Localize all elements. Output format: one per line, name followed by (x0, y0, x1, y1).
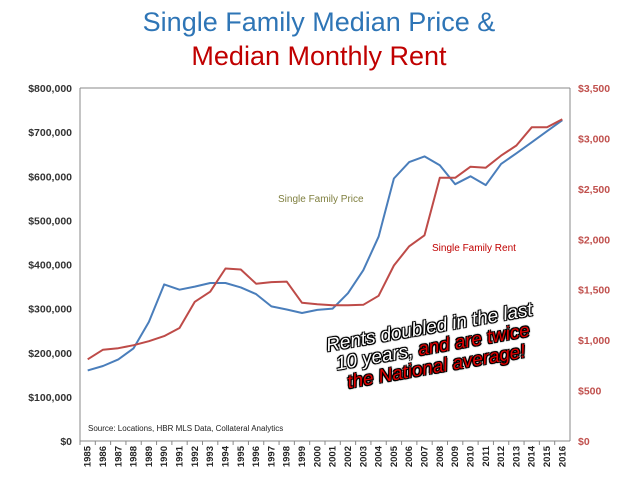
source-note: Source: Locations, HBR MLS Data, Collate… (88, 424, 283, 433)
x-tick-label: 2008 (435, 446, 446, 467)
x-tick-label: 2014 (527, 445, 538, 467)
x-tick-label: 1993 (205, 446, 216, 467)
x-tick-label: 2006 (404, 446, 415, 467)
series-line-rent (87, 118, 563, 361)
y-tick-label-right: $1,500 (578, 285, 610, 297)
x-tick-label: 1987 (113, 446, 124, 467)
x-tick-label: 1997 (266, 446, 277, 467)
x-tick-label: 2013 (511, 446, 522, 467)
y-tick-label-left: $700,000 (28, 127, 72, 139)
y-tick-label-right: $2,000 (578, 234, 610, 246)
x-tick-label: 1986 (98, 446, 109, 467)
x-tick-label: 2011 (481, 445, 492, 466)
x-tick-label: 2015 (542, 445, 553, 467)
series-label-rent: Single Family Rent (432, 243, 516, 254)
x-tick-label: 2000 (312, 446, 323, 467)
y-tick-label-left: $200,000 (28, 348, 72, 360)
x-tick-label: 2007 (420, 446, 431, 467)
x-tick-label: 2004 (374, 445, 385, 467)
x-tick-label: 1990 (159, 446, 170, 467)
y-tick-label-left: $300,000 (28, 304, 72, 316)
x-tick-label: 2003 (358, 446, 369, 467)
x-tick-label: 1985 (83, 445, 94, 467)
y-tick-label-left: $0 (60, 436, 72, 448)
y-tick-label-left: $100,000 (28, 392, 72, 404)
x-tick-label: 2010 (465, 446, 476, 467)
y-tick-label-left: $400,000 (28, 260, 72, 272)
y-tick-label-right: $2,500 (578, 184, 610, 196)
x-tick-label: 1988 (129, 446, 140, 467)
x-tick-label: 1994 (220, 445, 231, 467)
x-tick-label: 1999 (297, 446, 308, 467)
x-tick-label: 1995 (236, 445, 247, 467)
x-tick-label: 1989 (144, 446, 155, 467)
chart-title-line2: Median Monthly Rent (191, 41, 447, 71)
series-label-price: Single Family Price (278, 194, 364, 205)
y-tick-label-left: $600,000 (28, 171, 72, 183)
y-tick-label-left: $800,000 (28, 83, 72, 95)
x-tick-label: 2005 (389, 445, 400, 467)
y-tick-label-right: $500 (578, 386, 602, 398)
x-tick-label: 2016 (557, 446, 568, 467)
series-line-price (87, 119, 563, 372)
y-tick-label-right: $3,500 (578, 83, 610, 95)
x-tick-label: 1991 (175, 445, 186, 467)
x-tick-label: 2001 (328, 445, 339, 467)
x-tick-label: 1996 (251, 446, 262, 467)
y-tick-label-right: $1,000 (578, 335, 610, 347)
x-tick-label: 2002 (343, 446, 354, 467)
x-tick-label: 2012 (496, 446, 507, 467)
x-tick-label: 1992 (190, 446, 201, 467)
x-tick-label: 2009 (450, 446, 461, 467)
y-tick-label-right: $3,000 (578, 133, 610, 145)
y-tick-label-left: $500,000 (28, 215, 72, 227)
x-tick-label: 1998 (282, 446, 293, 467)
y-tick-label-right: $0 (578, 436, 590, 448)
chart-title-line1: Single Family Median Price & (142, 7, 496, 37)
